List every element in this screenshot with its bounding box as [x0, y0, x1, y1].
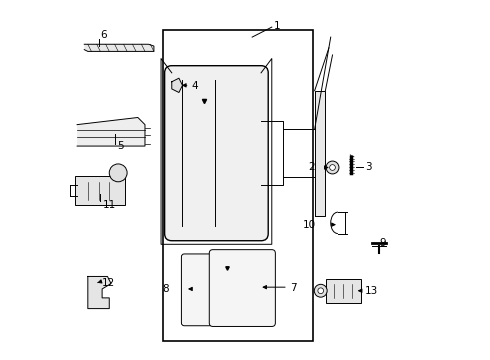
- Circle shape: [326, 161, 339, 174]
- Circle shape: [109, 164, 127, 182]
- Text: 6: 6: [100, 30, 107, 40]
- Text: 2: 2: [308, 162, 315, 172]
- Text: 1: 1: [274, 21, 281, 31]
- Text: 8: 8: [162, 284, 169, 294]
- FancyBboxPatch shape: [326, 279, 361, 303]
- Polygon shape: [315, 91, 325, 216]
- Polygon shape: [172, 78, 182, 93]
- FancyBboxPatch shape: [75, 176, 125, 205]
- Polygon shape: [88, 276, 111, 309]
- Circle shape: [330, 165, 335, 170]
- Text: 5: 5: [117, 141, 124, 151]
- Text: 10: 10: [303, 220, 316, 230]
- Text: 4: 4: [192, 81, 198, 91]
- FancyBboxPatch shape: [209, 249, 275, 327]
- Text: 11: 11: [103, 200, 116, 210]
- Text: 7: 7: [290, 283, 296, 293]
- Text: 9: 9: [380, 238, 386, 248]
- Text: 13: 13: [365, 287, 378, 296]
- FancyBboxPatch shape: [181, 254, 212, 326]
- Polygon shape: [77, 117, 145, 146]
- Polygon shape: [84, 44, 154, 51]
- Text: 3: 3: [365, 162, 371, 172]
- FancyBboxPatch shape: [165, 66, 268, 241]
- Circle shape: [314, 284, 327, 297]
- Circle shape: [318, 288, 323, 294]
- Text: 12: 12: [102, 278, 115, 288]
